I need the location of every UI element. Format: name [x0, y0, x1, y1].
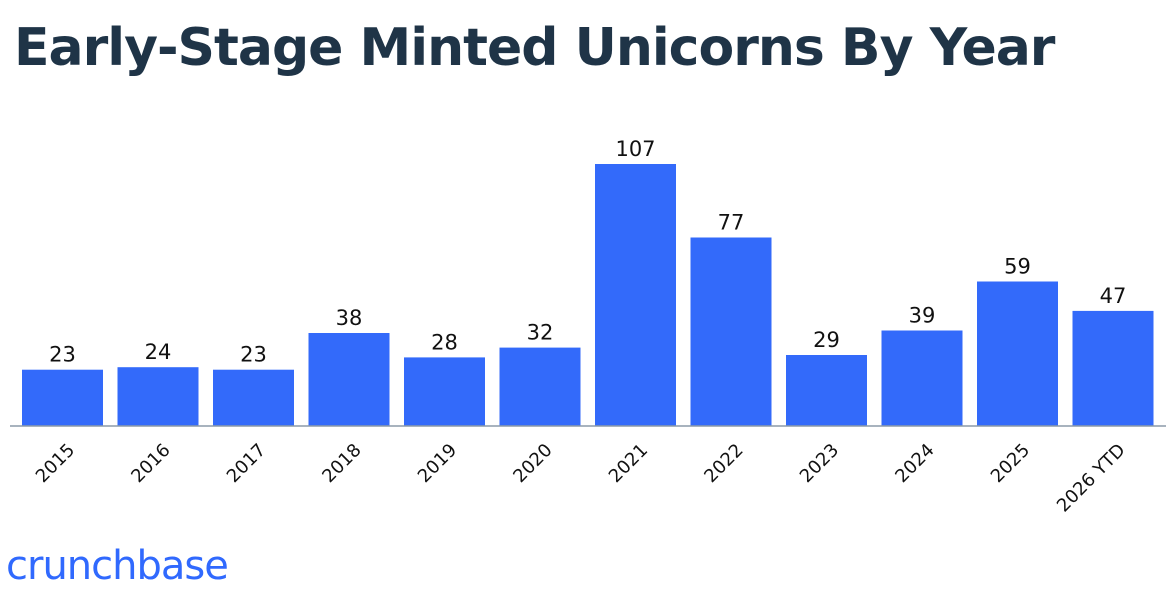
x-tick-label-2015: 2015 — [32, 440, 79, 487]
bar-2017 — [213, 369, 294, 426]
value-label-2016: 24 — [145, 340, 172, 364]
x-tick-label-2016: 2016 — [127, 440, 174, 487]
value-label-2018: 38 — [336, 306, 363, 330]
bar-2021 — [595, 164, 676, 426]
x-tick-label-2021: 2021 — [605, 440, 652, 487]
crunchbase-logo: crunchbase — [6, 543, 229, 589]
bar-2022 — [690, 237, 772, 426]
tick-labels-layer: 2015 2016 2017 2018 2019 2020 2021 2022 2023 2024… — [32, 440, 1130, 517]
value-label-2019: 28 — [431, 330, 458, 354]
value-label-2024: 39 — [909, 304, 936, 328]
bar-2024 — [881, 330, 963, 426]
x-tick-label-2023: 2023 — [796, 440, 843, 487]
bar-2016 — [117, 367, 199, 426]
bar-2018 — [308, 333, 390, 426]
x-tick-label-2022: 2022 — [700, 440, 747, 487]
bars-layer — [22, 164, 1154, 426]
value-label-2023: 29 — [813, 328, 840, 352]
value-label-2025: 59 — [1004, 255, 1031, 279]
value-label-2015: 23 — [49, 343, 76, 367]
bar-2019 — [404, 357, 485, 426]
value-labels-layer: 23 24 23 38 28 32 107 77 29 39 59 47 — [49, 137, 1126, 367]
x-tick-label-2017: 2017 — [223, 440, 270, 487]
bar-2026-ytd — [1072, 310, 1154, 426]
x-tick-label-2018: 2018 — [318, 440, 365, 487]
x-tick-label-2025: 2025 — [987, 440, 1034, 487]
value-label-2020: 32 — [527, 321, 554, 345]
bar-2023 — [786, 355, 867, 426]
bar-2020 — [499, 347, 581, 426]
bar-2025 — [977, 281, 1058, 426]
x-tick-label-2020: 2020 — [509, 440, 556, 487]
x-tick-label-2024: 2024 — [891, 440, 938, 487]
x-tick-label-2019: 2019 — [414, 440, 461, 487]
x-tick-label-2026-ytd: 2026 YTD — [1053, 440, 1130, 517]
bar-2015 — [22, 369, 103, 426]
value-label-2026-ytd: 47 — [1100, 284, 1127, 308]
chart-title: Early-Stage Minted Unicorns By Year — [14, 18, 1055, 78]
value-label-2021: 107 — [615, 137, 655, 161]
value-label-2017: 23 — [240, 343, 267, 367]
value-label-2022: 77 — [718, 211, 745, 235]
